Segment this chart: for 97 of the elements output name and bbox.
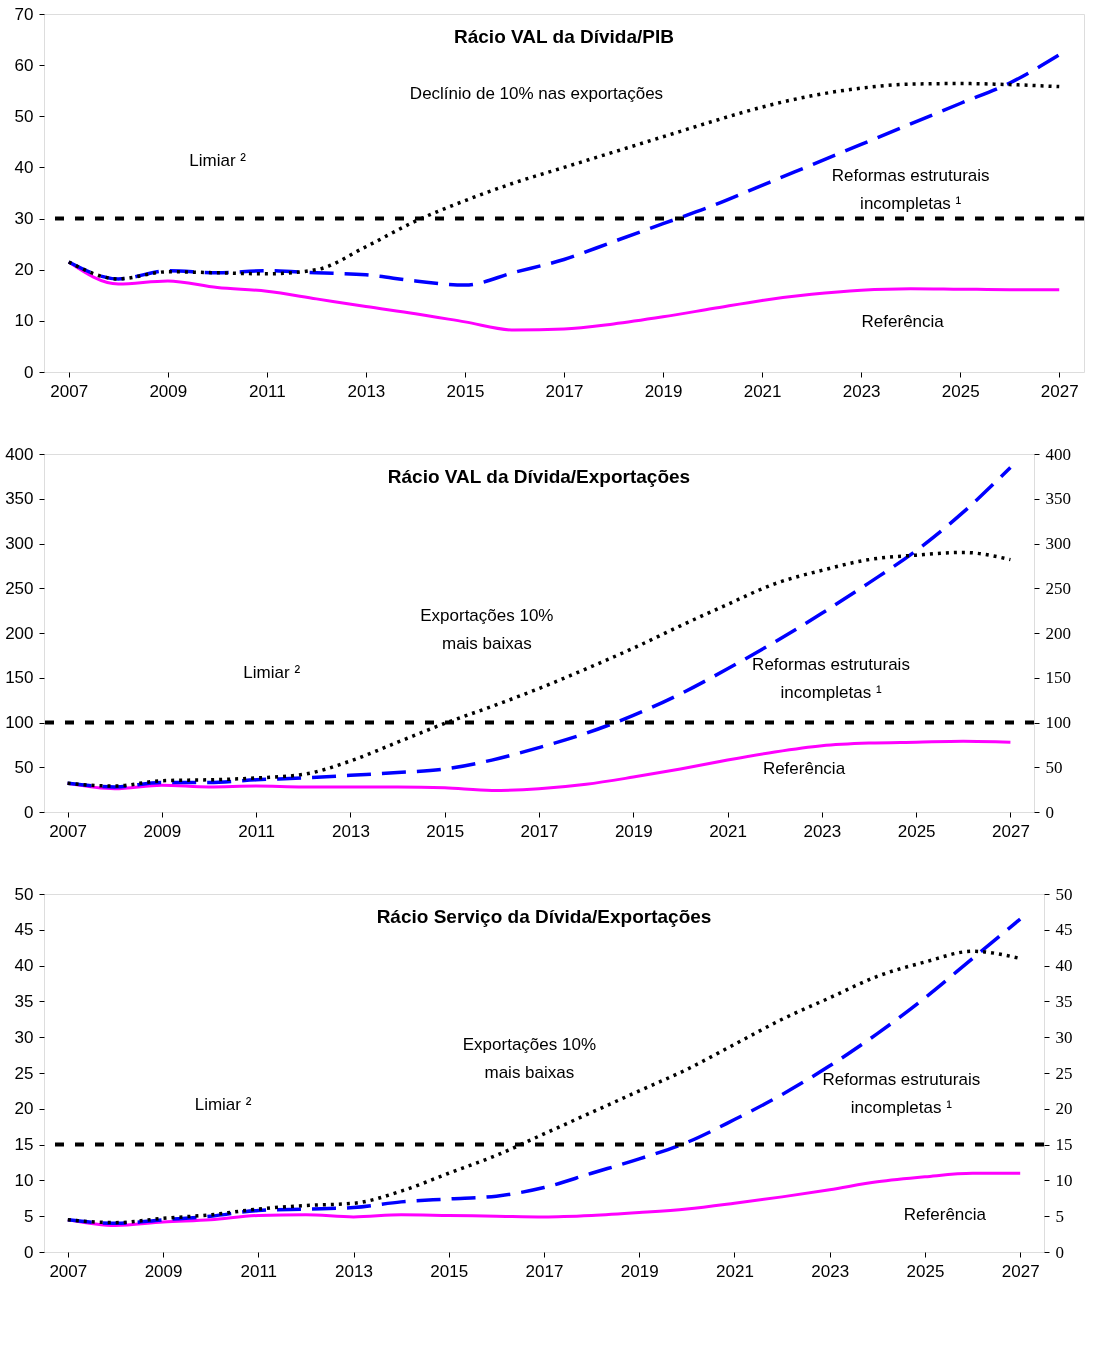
- x-tick-label: 2025: [906, 1261, 945, 1281]
- series-label: Referência: [861, 311, 945, 331]
- x-tick-label: 2023: [811, 1261, 850, 1281]
- x-tick-label: 2007: [50, 381, 89, 401]
- y-tick-label: 45: [14, 920, 34, 940]
- y2-tick-label: 20: [1055, 1099, 1073, 1119]
- x-tick-label: 2009: [143, 821, 182, 841]
- y-tick-label: 50: [14, 884, 34, 904]
- y-tick-label: 40: [14, 956, 34, 976]
- x-tick-label: 2007: [49, 821, 87, 841]
- y-tick-label: 35: [14, 991, 34, 1011]
- y2-tick-label: 40: [1055, 956, 1073, 976]
- series-label: Reformas estruturais incompletas ¹: [752, 654, 910, 702]
- x-tick-label: 2013: [335, 1261, 373, 1281]
- y-tick-label: 50: [14, 757, 34, 777]
- y2-tick-label: 50: [1045, 757, 1063, 777]
- x-tick-label: 2019: [644, 381, 683, 401]
- y-tick-label: 350: [5, 489, 34, 509]
- y2-tick-label: 350: [1045, 489, 1071, 509]
- y-tick-label: 70: [14, 4, 34, 24]
- y2-tick-label: 5: [1055, 1206, 1064, 1226]
- ref-line-label: Limiar ²: [243, 662, 301, 682]
- y-tick-label: 60: [14, 55, 34, 75]
- y-tick-label: 20: [14, 1099, 34, 1119]
- y2-tick-label: 35: [1055, 991, 1073, 1011]
- ref-line-label: Limiar ²: [189, 150, 247, 170]
- y-tick-label: 30: [14, 1027, 34, 1047]
- y-tick-label: 5: [24, 1206, 34, 1226]
- text: Rácio Serviço da Dívida/Exportações: [376, 906, 712, 927]
- y2-tick-label: 0: [1055, 1242, 1064, 1262]
- x-tick-label: 2011: [238, 821, 275, 841]
- y-tick-label: 0: [24, 362, 34, 382]
- y-tick-label: 25: [14, 1063, 34, 1083]
- series-label: Reformas estruturais incompletas ¹: [831, 165, 990, 213]
- x-tick-label: 2023: [842, 381, 881, 401]
- x-tick-label: 2015: [446, 381, 485, 401]
- x-tick-label: 2015: [426, 821, 465, 841]
- y-tick-label: 100: [5, 713, 34, 732]
- x-tick-label: 2021: [709, 821, 747, 841]
- series-label: Reformas estruturais incompletas ¹: [822, 1069, 981, 1117]
- x-tick-label: 2019: [620, 1261, 659, 1281]
- x-tick-label: 2017: [525, 1261, 564, 1281]
- y2-tick-label: 25: [1055, 1063, 1073, 1083]
- x-tick-label: 2011: [240, 1261, 278, 1281]
- y2-tick-label: 200: [1045, 623, 1071, 643]
- x-tick-label: 2025: [941, 381, 980, 401]
- line-series: [67, 260, 1061, 332]
- y-tick-label: 10: [14, 311, 34, 331]
- y-tick-label: 400: [5, 444, 34, 464]
- y-tick-label: 15: [14, 1135, 34, 1155]
- x-tick-label: 2011: [249, 381, 286, 401]
- y2-tick-label: 45: [1055, 920, 1073, 940]
- series-label: Referência: [903, 1204, 987, 1224]
- y2-tick-label: 15: [1055, 1135, 1073, 1155]
- x-tick-label: 2021: [743, 381, 782, 401]
- series-label: Exportações 10% mais baixas: [462, 1035, 597, 1083]
- y-tick-label: 40: [14, 157, 34, 177]
- x-tick-label: 2025: [897, 821, 936, 841]
- x-tick-label: 2027: [1040, 381, 1079, 401]
- x-tick-label: 2009: [144, 1261, 183, 1281]
- y-tick-label: 200: [5, 623, 34, 643]
- y-tick-label: 20: [14, 260, 34, 280]
- x-tick-label: 2013: [332, 821, 370, 841]
- y-tick-label: 150: [5, 668, 34, 688]
- y2-tick-label: 250: [1045, 578, 1071, 598]
- y-tick-label: 30: [14, 209, 34, 229]
- y2-tick-label: 150: [1045, 668, 1071, 688]
- y2-tick-label: 10: [1055, 1170, 1073, 1190]
- y2-tick-label: 0: [1045, 802, 1054, 822]
- series-label: Exportações 10% mais baixas: [420, 606, 554, 654]
- x-tick-label: 2017: [520, 821, 559, 841]
- series-label: Declínio de 10% nas exportações: [409, 83, 664, 103]
- x-tick-label: 2017: [545, 381, 584, 401]
- text: Rácio VAL da Dívida/PIB: [454, 26, 674, 47]
- y-tick-label: 0: [24, 802, 34, 822]
- y2-tick-label: 300: [1045, 534, 1071, 553]
- y-tick-label: 300: [5, 534, 34, 553]
- x-tick-label: 2019: [614, 821, 653, 841]
- x-tick-label: 2027: [1001, 1261, 1040, 1281]
- x-tick-label: 2009: [149, 381, 188, 401]
- x-tick-label: 2007: [49, 1261, 88, 1281]
- x-tick-label: 2023: [803, 821, 842, 841]
- y2-tick-label: 400: [1045, 444, 1071, 464]
- y2-tick-label: 100: [1045, 713, 1071, 732]
- y-tick-label: 250: [5, 578, 34, 598]
- y2-tick-label: 30: [1055, 1027, 1073, 1047]
- y-tick-label: 50: [14, 106, 34, 126]
- y-tick-label: 0: [24, 1242, 34, 1262]
- x-tick-label: 2015: [430, 1261, 469, 1281]
- x-tick-label: 2021: [716, 1261, 754, 1281]
- y-tick-label: 10: [14, 1170, 34, 1190]
- y2-tick-label: 50: [1055, 884, 1073, 904]
- ref-line-label: Limiar ²: [194, 1094, 252, 1114]
- x-tick-label: 2027: [992, 821, 1030, 841]
- text: Rácio VAL da Dívida/Exportações: [387, 466, 691, 487]
- x-tick-label: 2013: [347, 381, 386, 401]
- series-label: Referência: [762, 759, 846, 779]
